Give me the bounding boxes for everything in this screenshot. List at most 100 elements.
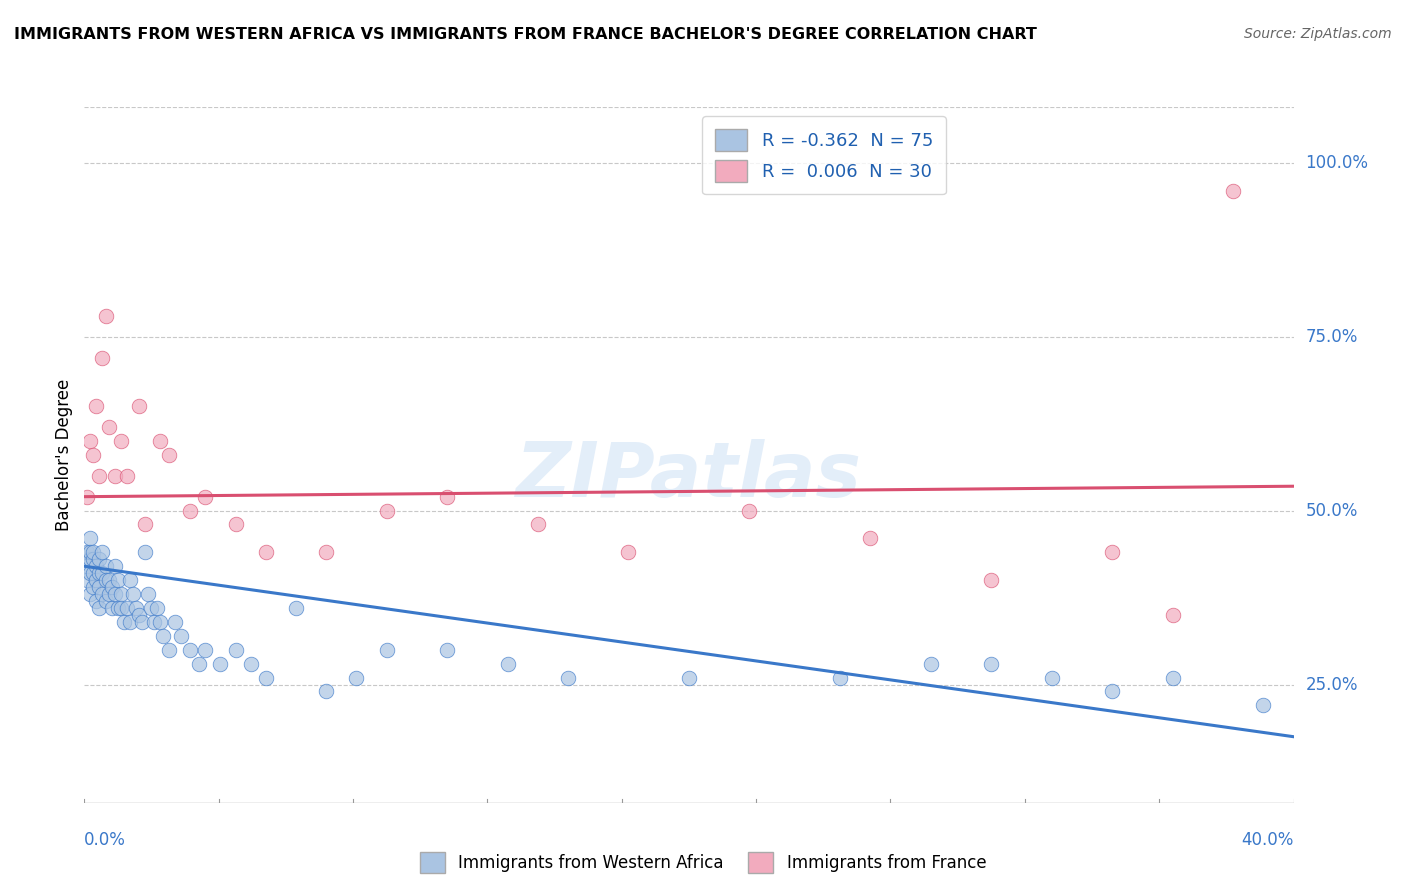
Point xyxy=(134,517,156,532)
Point xyxy=(225,642,247,657)
Point xyxy=(97,573,120,587)
Point xyxy=(346,671,368,685)
Point xyxy=(91,566,114,581)
Point xyxy=(76,490,98,504)
Point xyxy=(100,580,122,594)
Point xyxy=(830,671,852,685)
Point xyxy=(225,517,247,532)
Point xyxy=(86,594,108,608)
Point xyxy=(142,615,165,629)
Point xyxy=(91,351,114,365)
Point xyxy=(94,594,117,608)
Point xyxy=(79,587,101,601)
Point xyxy=(1161,607,1184,622)
Point xyxy=(149,615,172,629)
Point xyxy=(1040,671,1063,685)
Point xyxy=(179,642,201,657)
Point xyxy=(375,503,398,517)
Point xyxy=(86,573,108,587)
Point xyxy=(194,642,217,657)
Point xyxy=(104,468,127,483)
Point xyxy=(94,559,117,574)
Legend: Immigrants from Western Africa, Immigrants from France: Immigrants from Western Africa, Immigran… xyxy=(413,846,993,880)
Point xyxy=(375,642,398,657)
Point xyxy=(131,615,153,629)
Point xyxy=(254,545,277,559)
Point xyxy=(209,657,232,671)
Point xyxy=(104,587,127,601)
Point xyxy=(79,566,101,581)
Point xyxy=(89,566,111,581)
Point xyxy=(79,545,101,559)
Point xyxy=(115,468,138,483)
Point xyxy=(859,532,882,546)
Point xyxy=(1222,184,1244,198)
Point xyxy=(146,601,169,615)
Point xyxy=(91,545,114,559)
Point xyxy=(678,671,700,685)
Point xyxy=(557,671,579,685)
Text: 25.0%: 25.0% xyxy=(1306,675,1358,693)
Point xyxy=(76,559,98,574)
Point xyxy=(82,566,104,581)
Point xyxy=(157,448,180,462)
Point xyxy=(139,601,162,615)
Point xyxy=(107,601,129,615)
Point xyxy=(110,601,132,615)
Point xyxy=(179,503,201,517)
Text: 100.0%: 100.0% xyxy=(1306,153,1368,171)
Point xyxy=(79,434,101,448)
Point xyxy=(121,587,143,601)
Point xyxy=(79,552,101,566)
Point xyxy=(76,573,98,587)
Text: 50.0%: 50.0% xyxy=(1306,501,1358,519)
Text: 0.0%: 0.0% xyxy=(84,830,127,848)
Point xyxy=(194,490,217,504)
Point xyxy=(239,657,262,671)
Point xyxy=(94,309,117,323)
Point xyxy=(91,587,114,601)
Point xyxy=(86,399,108,413)
Point xyxy=(128,399,150,413)
Point xyxy=(94,573,117,587)
Point xyxy=(1101,684,1123,698)
Point xyxy=(188,657,211,671)
Point xyxy=(920,657,942,671)
Text: 75.0%: 75.0% xyxy=(1306,327,1358,345)
Point xyxy=(1101,545,1123,559)
Text: ZIPatlas: ZIPatlas xyxy=(516,439,862,513)
Point xyxy=(436,490,458,504)
Point xyxy=(738,503,761,517)
Text: Source: ZipAtlas.com: Source: ZipAtlas.com xyxy=(1244,27,1392,41)
Point xyxy=(82,448,104,462)
Point xyxy=(128,607,150,622)
Point xyxy=(89,552,111,566)
Point xyxy=(82,545,104,559)
Point xyxy=(980,657,1002,671)
Point xyxy=(110,587,132,601)
Point xyxy=(1161,671,1184,685)
Point xyxy=(134,545,156,559)
Point xyxy=(1251,698,1274,713)
Point xyxy=(315,545,337,559)
Point xyxy=(89,468,111,483)
Point xyxy=(89,580,111,594)
Point xyxy=(157,642,180,657)
Point xyxy=(82,552,104,566)
Point xyxy=(104,559,127,574)
Point xyxy=(496,657,519,671)
Point xyxy=(86,559,108,574)
Point xyxy=(617,545,640,559)
Point xyxy=(107,573,129,587)
Point xyxy=(118,615,141,629)
Legend: R = -0.362  N = 75, R =  0.006  N = 30: R = -0.362 N = 75, R = 0.006 N = 30 xyxy=(703,116,946,194)
Point xyxy=(170,629,193,643)
Point xyxy=(82,580,104,594)
Point xyxy=(436,642,458,657)
Point xyxy=(100,601,122,615)
Y-axis label: Bachelor's Degree: Bachelor's Degree xyxy=(55,379,73,531)
Point xyxy=(76,545,98,559)
Point xyxy=(254,671,277,685)
Point xyxy=(110,434,132,448)
Point xyxy=(526,517,548,532)
